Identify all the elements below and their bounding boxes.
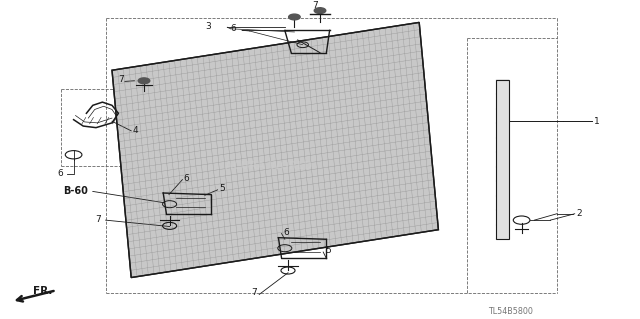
Text: 7: 7 <box>312 1 318 10</box>
Text: B-60: B-60 <box>63 186 88 196</box>
Polygon shape <box>112 22 438 278</box>
Text: 3: 3 <box>205 22 211 31</box>
Text: 2: 2 <box>576 209 582 218</box>
Circle shape <box>138 78 150 84</box>
Text: FR.: FR. <box>33 286 52 296</box>
Text: 4: 4 <box>132 126 138 135</box>
Text: TL54B5800: TL54B5800 <box>488 308 532 316</box>
Circle shape <box>314 8 326 13</box>
Text: 5: 5 <box>219 184 225 193</box>
Text: 1: 1 <box>594 117 600 126</box>
Circle shape <box>289 14 300 20</box>
Text: 7: 7 <box>95 215 100 224</box>
Text: 7: 7 <box>118 75 124 84</box>
Text: 6: 6 <box>230 24 236 33</box>
Text: 6: 6 <box>58 169 63 178</box>
Text: 6: 6 <box>184 174 189 182</box>
Text: 5: 5 <box>325 246 331 255</box>
Bar <box>496 80 509 239</box>
Text: 7: 7 <box>251 288 257 297</box>
Text: 6: 6 <box>283 228 289 237</box>
Text: ACURA WORLD: ACURA WORLD <box>225 161 312 171</box>
